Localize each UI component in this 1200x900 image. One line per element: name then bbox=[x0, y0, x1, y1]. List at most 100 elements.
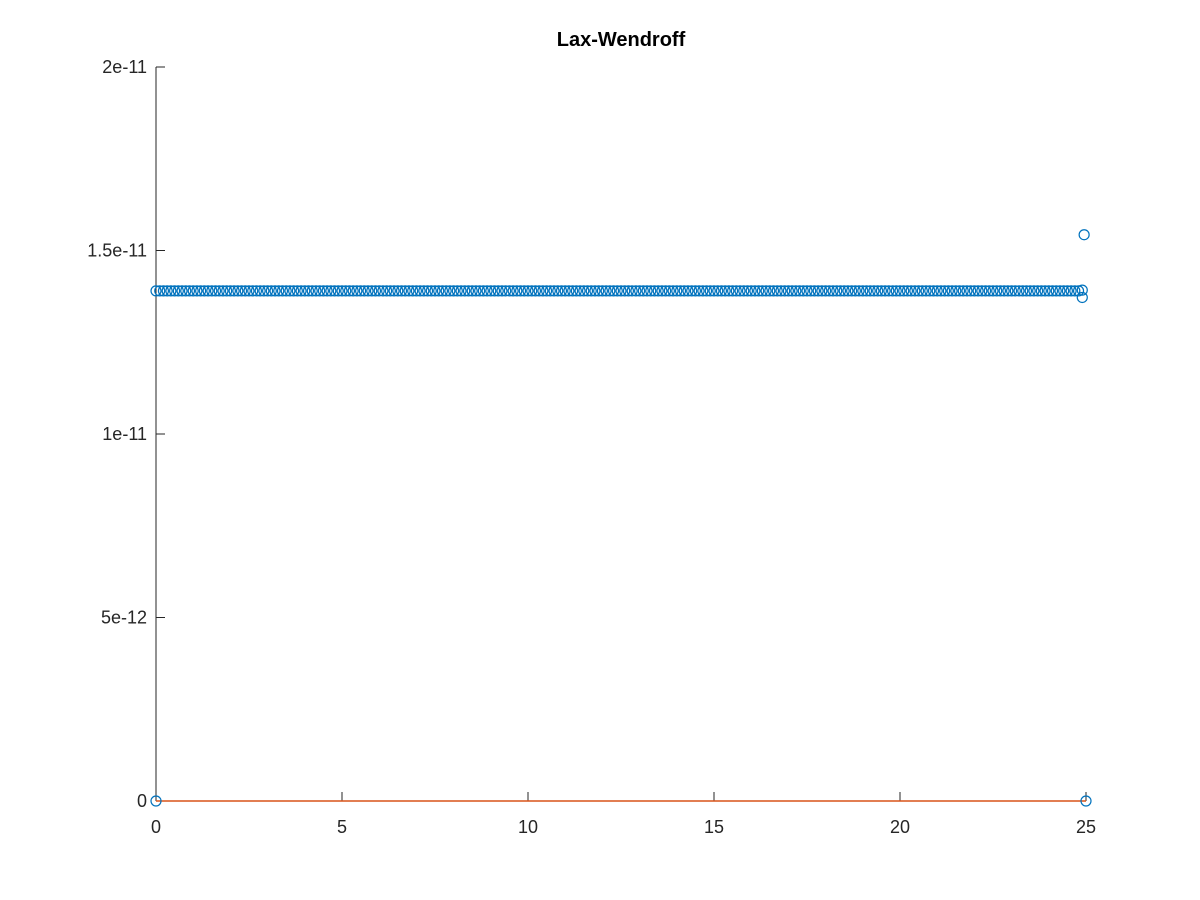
data-point bbox=[611, 285, 623, 297]
data-point bbox=[741, 285, 754, 297]
data-point bbox=[347, 285, 359, 297]
data-point bbox=[834, 285, 847, 297]
data-point bbox=[343, 285, 356, 297]
data-point bbox=[485, 285, 497, 297]
data-point bbox=[660, 285, 672, 297]
x-tick-label: 0 bbox=[151, 817, 161, 837]
data-point bbox=[886, 285, 899, 297]
data-point bbox=[567, 285, 579, 297]
data-point bbox=[284, 285, 296, 297]
data-point bbox=[202, 285, 214, 297]
data-point bbox=[805, 285, 817, 297]
data-point bbox=[693, 285, 705, 297]
data-point bbox=[492, 285, 504, 297]
data-point bbox=[1078, 229, 1090, 241]
data-point bbox=[269, 285, 281, 297]
data-point bbox=[459, 285, 471, 297]
data-point bbox=[161, 285, 173, 297]
data-point bbox=[157, 285, 170, 297]
data-point bbox=[994, 285, 1007, 297]
data-point bbox=[890, 285, 902, 297]
data-point bbox=[652, 285, 664, 297]
data-point bbox=[180, 285, 192, 297]
data-point bbox=[730, 285, 742, 297]
data-point bbox=[939, 285, 951, 297]
data-point bbox=[377, 285, 389, 297]
data-point bbox=[262, 285, 274, 297]
data-point bbox=[604, 285, 616, 297]
data-point bbox=[421, 285, 434, 297]
data-point bbox=[522, 285, 534, 297]
data-point bbox=[1046, 285, 1059, 297]
data-point bbox=[819, 285, 832, 297]
data-point bbox=[529, 285, 542, 297]
data-point bbox=[436, 285, 449, 297]
data-point bbox=[250, 285, 263, 297]
data-point bbox=[496, 285, 508, 297]
data-point bbox=[674, 285, 687, 297]
y-tick-label: 1.5e-11 bbox=[87, 241, 147, 261]
data-point bbox=[578, 285, 590, 297]
data-point bbox=[1069, 285, 1081, 297]
data-point bbox=[827, 285, 839, 297]
data-point bbox=[224, 285, 236, 297]
data-point bbox=[295, 285, 307, 297]
data-point bbox=[1054, 285, 1066, 297]
data-point bbox=[678, 285, 690, 297]
data-point bbox=[150, 795, 162, 807]
data-point bbox=[641, 285, 653, 297]
data-point bbox=[518, 285, 530, 297]
data-point bbox=[254, 285, 266, 297]
data-point bbox=[648, 285, 661, 297]
y-tick-label: 1e-11 bbox=[102, 424, 147, 444]
data-point bbox=[213, 285, 225, 297]
data-point bbox=[879, 285, 891, 297]
data-point bbox=[619, 285, 631, 297]
data-point bbox=[198, 285, 210, 297]
data-point bbox=[991, 285, 1003, 297]
data-point bbox=[593, 285, 605, 297]
data-point bbox=[950, 285, 962, 297]
data-point bbox=[500, 285, 512, 297]
data-point bbox=[596, 285, 609, 297]
data-point bbox=[206, 285, 218, 297]
data-point bbox=[540, 285, 553, 297]
data-point bbox=[790, 285, 802, 297]
data-point bbox=[165, 285, 177, 297]
data-point bbox=[667, 285, 679, 297]
data-point bbox=[444, 285, 456, 297]
data-point bbox=[700, 285, 713, 297]
data-point bbox=[314, 285, 326, 297]
data-point bbox=[1002, 285, 1014, 297]
data-point bbox=[280, 285, 292, 297]
data-point bbox=[355, 285, 367, 297]
data-point bbox=[169, 285, 181, 297]
data-point bbox=[976, 285, 988, 297]
data-point bbox=[645, 285, 657, 297]
data-point bbox=[328, 285, 341, 297]
data-point bbox=[358, 285, 370, 297]
data-point bbox=[704, 285, 716, 297]
data-point bbox=[957, 285, 969, 297]
data-point bbox=[317, 285, 329, 297]
data-point bbox=[340, 285, 352, 297]
data-point bbox=[868, 285, 880, 297]
y-tick-label: 2e-11 bbox=[102, 57, 147, 77]
data-point bbox=[1005, 285, 1018, 297]
data-point bbox=[753, 285, 765, 297]
data-point bbox=[395, 285, 408, 297]
data-point bbox=[507, 285, 519, 297]
data-point bbox=[767, 285, 780, 297]
data-point bbox=[366, 285, 378, 297]
data-point bbox=[846, 285, 858, 297]
data-point bbox=[403, 285, 415, 297]
data-point bbox=[708, 285, 720, 297]
data-point bbox=[615, 285, 627, 297]
data-point bbox=[916, 285, 928, 297]
data-point bbox=[332, 285, 344, 297]
data-point bbox=[183, 285, 196, 297]
data-point bbox=[384, 285, 396, 297]
data-point bbox=[381, 285, 393, 297]
data-point bbox=[968, 285, 981, 297]
